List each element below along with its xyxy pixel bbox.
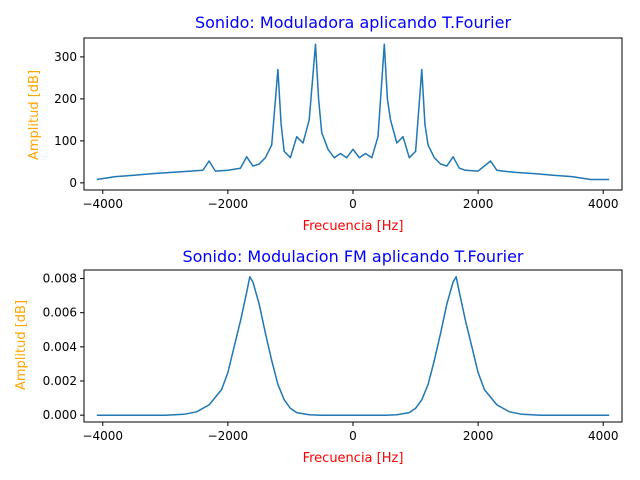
x-tick-label: 0 <box>349 197 357 211</box>
x-tick-label: −4000 <box>82 429 123 443</box>
y-tick-label: 0.006 <box>43 306 77 320</box>
y-tick-label: 0 <box>69 176 77 190</box>
y-axis-label: Amplitud [dB] <box>14 300 29 390</box>
x-tick-label: −2000 <box>208 429 249 443</box>
x-tick-label: 4000 <box>588 197 619 211</box>
chart-title: Sonido: Moduladora aplicando T.Fourier <box>195 13 512 32</box>
series-line-0 <box>96 43 610 181</box>
x-axis-label: Frecuencia [Hz] <box>303 451 404 466</box>
axes-frame <box>83 269 623 423</box>
plot-area: −4000 −2000 0 2000 4000 0 100 200 300 <box>54 37 623 211</box>
chart-title: Sonido: Modulacion FM aplicando T.Fourie… <box>182 247 523 266</box>
bottom-chart: Sonido: Modulacion FM aplicando T.Fourie… <box>14 247 623 466</box>
y-tick-label: 0.000 <box>43 408 77 422</box>
x-tick-label: −2000 <box>208 197 249 211</box>
y-tick-label: 0.004 <box>43 340 77 354</box>
x-tick-label: 4000 <box>588 429 619 443</box>
top-chart: Sonido: Moduladora aplicando T.Fourier F… <box>27 13 623 234</box>
x-tick-label: 2000 <box>463 429 494 443</box>
x-tick-label: 0 <box>349 429 357 443</box>
y-axis-label: Amplitud [dB] <box>27 70 42 160</box>
y-tick-label: 200 <box>54 92 77 106</box>
y-tick-label: 0.002 <box>43 374 77 388</box>
axes-frame <box>83 37 623 191</box>
x-tick-label: −4000 <box>82 197 123 211</box>
x-axis-label: Frecuencia [Hz] <box>303 219 404 234</box>
series-line-0 <box>96 276 610 416</box>
y-tick-label: 300 <box>54 50 77 64</box>
y-tick-label: 0.008 <box>43 272 77 286</box>
plot-area: −4000 −2000 0 2000 4000 0.000 0.002 0.004 0.006 0… <box>43 269 623 443</box>
y-tick-label: 100 <box>54 134 77 148</box>
x-tick-label: 2000 <box>463 197 494 211</box>
